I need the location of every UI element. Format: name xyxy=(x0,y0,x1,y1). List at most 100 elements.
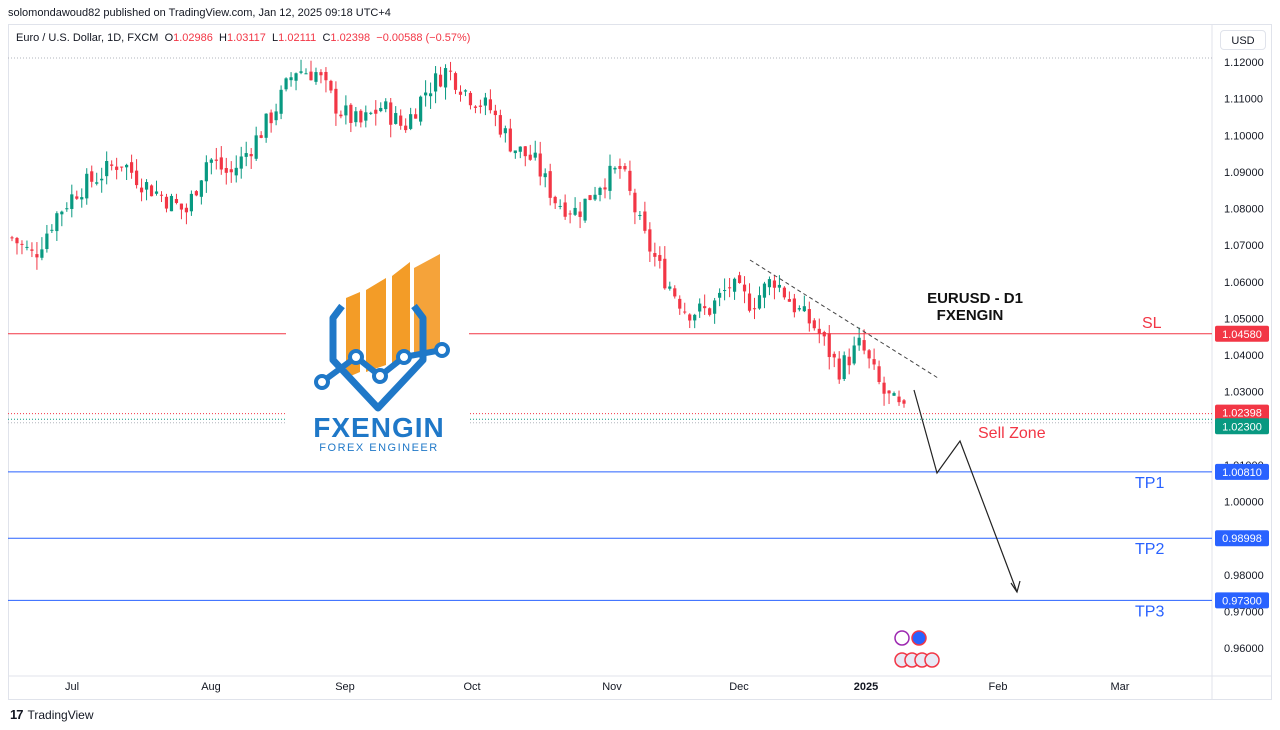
candle-body xyxy=(792,298,796,313)
candle-body xyxy=(513,150,517,154)
candle xyxy=(548,163,552,206)
candle-body xyxy=(204,162,208,182)
price-label-bg xyxy=(1215,418,1269,435)
grid-layer xyxy=(8,24,1272,700)
candle xyxy=(199,180,203,205)
logo-bar-4 xyxy=(414,254,440,356)
candle xyxy=(718,288,722,307)
candle xyxy=(399,109,403,130)
logo-node-1 xyxy=(314,374,330,390)
candle xyxy=(493,104,497,127)
candle xyxy=(65,202,69,212)
candle xyxy=(538,141,542,186)
logo-bar-3 xyxy=(392,262,410,363)
candle-body xyxy=(45,233,49,249)
x-tick-label: Mar xyxy=(1111,681,1130,693)
candle xyxy=(897,390,901,406)
high-value: 1.03117 xyxy=(226,32,266,44)
tradingview-brand: TradingView xyxy=(27,707,94,722)
price-label-tag: 1.02300 xyxy=(1215,418,1269,435)
candle-body xyxy=(777,284,782,288)
logo-node-4 xyxy=(396,349,412,365)
candle-body xyxy=(518,146,522,152)
candle-body xyxy=(139,187,144,193)
y-tick-label: 1.09000 xyxy=(1224,167,1264,179)
candle xyxy=(304,68,308,75)
candle xyxy=(832,351,836,368)
candle-body xyxy=(643,211,647,231)
chart-subtitle: FXENGIN xyxy=(937,307,1004,324)
candle-body xyxy=(50,229,54,231)
candle-body xyxy=(134,170,139,186)
candle-body xyxy=(105,161,109,177)
currency-button[interactable]: USD xyxy=(1220,30,1266,50)
candle-body xyxy=(678,298,682,309)
candle-body xyxy=(433,73,438,92)
candle xyxy=(638,210,642,220)
projection-path xyxy=(913,389,1018,593)
candle-body xyxy=(583,198,587,221)
candle-body xyxy=(224,168,228,173)
candle-body xyxy=(184,207,189,213)
candle xyxy=(274,103,278,126)
candle xyxy=(543,168,547,188)
y-tick-label: 0.96000 xyxy=(1224,643,1264,655)
candle xyxy=(732,277,737,300)
y-tick-label: 1.11000 xyxy=(1224,94,1263,106)
candle xyxy=(269,109,273,133)
candle-body xyxy=(852,345,856,364)
event-icons[interactable] xyxy=(894,630,940,668)
candle-body xyxy=(209,159,213,163)
candle xyxy=(633,188,637,225)
candle-body xyxy=(688,314,692,321)
candle xyxy=(369,111,373,115)
candle xyxy=(120,166,124,172)
candle-body xyxy=(867,350,871,359)
candle xyxy=(249,148,253,169)
candle-body xyxy=(762,283,767,298)
candle-body xyxy=(633,192,637,213)
candle-body xyxy=(154,191,159,194)
candle-body xyxy=(747,293,752,311)
candle-body xyxy=(752,308,757,310)
candle-body xyxy=(543,173,547,178)
candle xyxy=(154,180,159,196)
candle xyxy=(448,61,453,81)
candle-body xyxy=(558,205,562,207)
tradingview-logo-icon: 17 xyxy=(10,707,24,722)
candle-body xyxy=(568,213,572,215)
candle xyxy=(513,150,517,159)
candle-body xyxy=(414,114,418,119)
candle-body xyxy=(438,74,443,87)
candle-body xyxy=(857,337,861,346)
candle xyxy=(877,360,881,385)
candle-body xyxy=(30,249,34,251)
candle xyxy=(463,89,468,97)
close-value: 1.02398 xyxy=(330,32,371,44)
price-label-bg xyxy=(1215,404,1269,421)
candle xyxy=(683,302,687,315)
tradingview-footer[interactable]: 17 TradingView xyxy=(10,707,94,722)
candle xyxy=(553,195,557,209)
candle xyxy=(588,194,592,201)
candle-body xyxy=(902,400,906,404)
fxengin-logo: FXENGIN FOREX ENGINEER xyxy=(286,250,469,460)
y-tick-label: 1.12000 xyxy=(1224,57,1264,69)
candle xyxy=(882,376,886,406)
candle xyxy=(488,89,492,114)
x-tick-label: Nov xyxy=(602,681,622,693)
candle xyxy=(533,140,537,161)
candle xyxy=(25,240,29,251)
low-label: L xyxy=(272,32,279,44)
candle xyxy=(404,118,408,133)
candle xyxy=(334,81,338,126)
candle xyxy=(822,330,826,346)
candle-body xyxy=(80,197,84,200)
price-label-text: 0.97300 xyxy=(1222,595,1262,607)
candle xyxy=(259,131,263,139)
candle-body xyxy=(533,152,537,158)
price-label-tag: 1.00810 xyxy=(1215,463,1269,480)
candle-body xyxy=(812,320,816,329)
candle-body xyxy=(25,246,29,248)
